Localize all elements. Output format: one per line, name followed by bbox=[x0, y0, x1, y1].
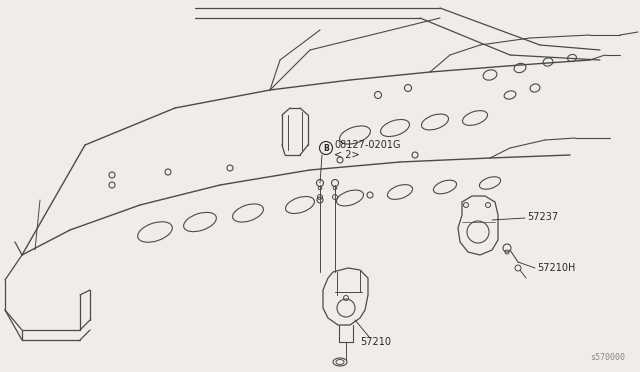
Text: 57210H: 57210H bbox=[537, 263, 575, 273]
Text: B: B bbox=[323, 144, 329, 153]
Text: 57237: 57237 bbox=[527, 212, 558, 222]
Text: 08127-0201G: 08127-0201G bbox=[334, 140, 401, 150]
Circle shape bbox=[319, 141, 333, 154]
Text: s570000: s570000 bbox=[590, 353, 625, 362]
Text: 57210: 57210 bbox=[360, 337, 391, 347]
Text: < 2>: < 2> bbox=[334, 150, 360, 160]
